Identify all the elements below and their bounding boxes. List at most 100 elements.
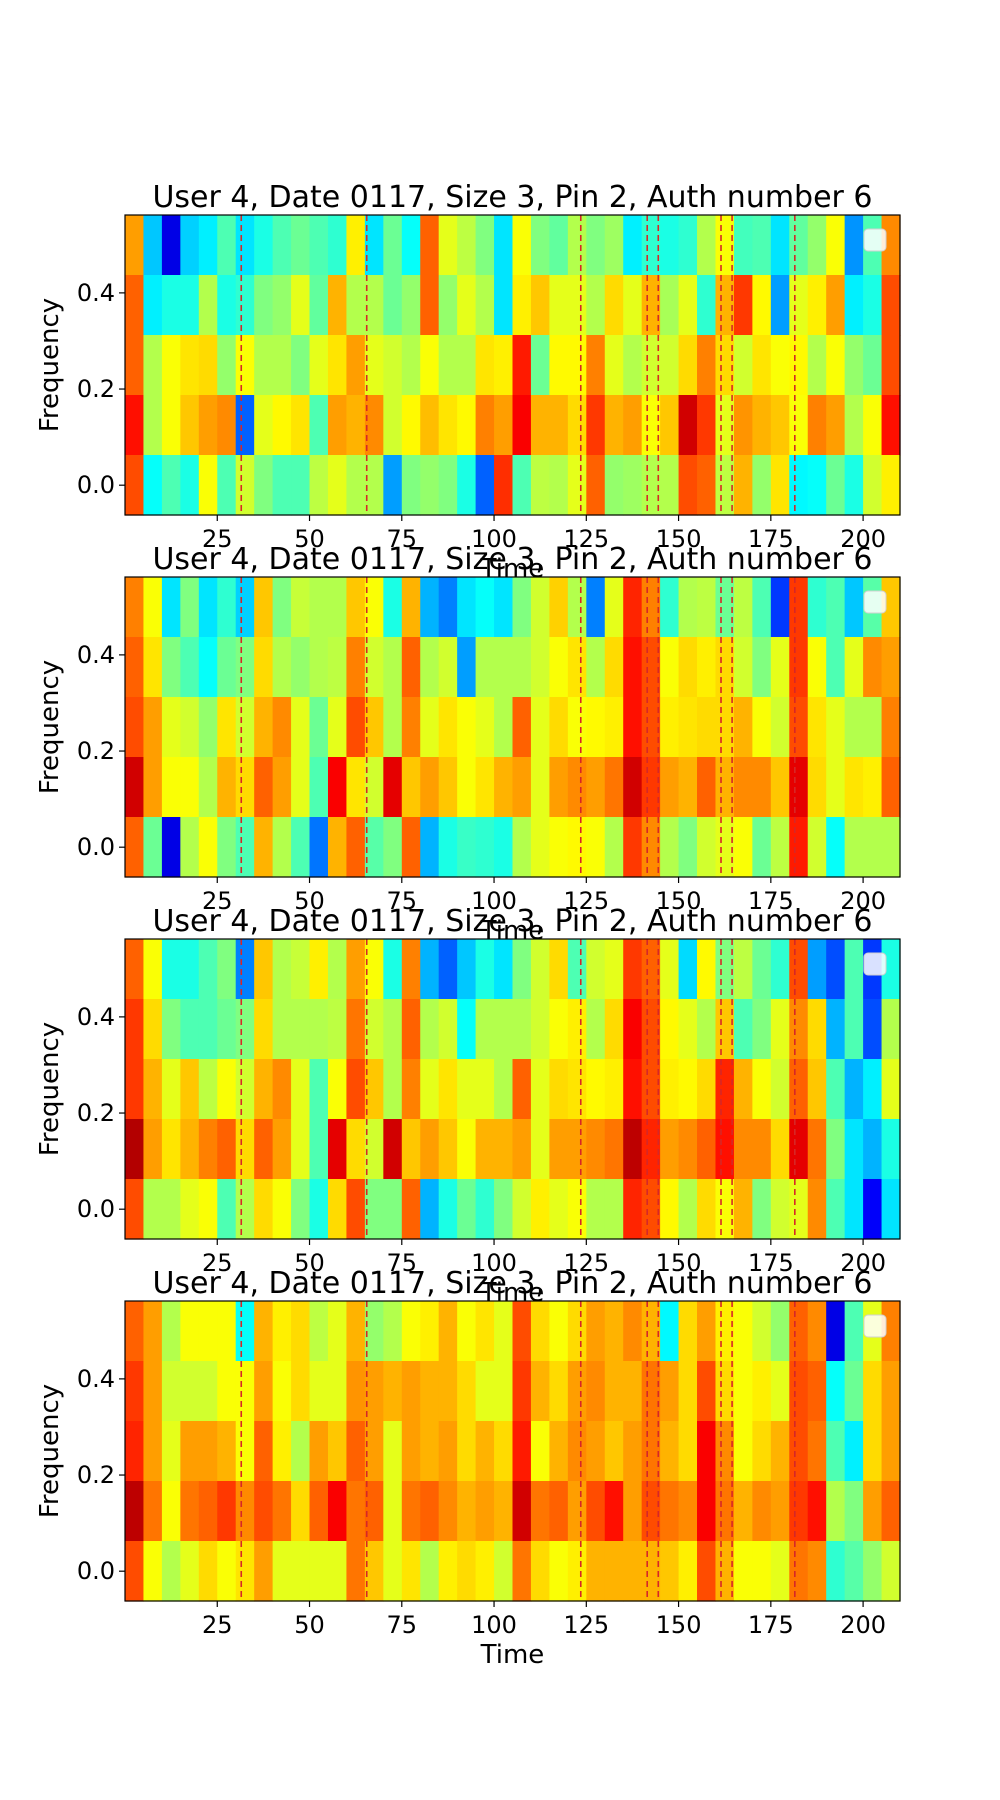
heatmap-cell [826, 1119, 846, 1180]
heatmap-cell [752, 1421, 772, 1482]
heatmap-cell [457, 1059, 477, 1120]
heatmap-cell [327, 1119, 348, 1180]
heatmap-cell [586, 939, 606, 1000]
heatmap-cell [364, 1119, 384, 1180]
heatmap-cell [457, 1119, 477, 1180]
heatmap-cell [807, 1421, 827, 1482]
heatmap-cell [383, 637, 403, 698]
heatmap-cell [512, 1301, 532, 1362]
heatmap-cell [697, 1481, 717, 1542]
heatmap-cell [475, 455, 495, 516]
heatmap-cell [494, 275, 514, 336]
heatmap-cell [512, 697, 532, 758]
legend-box [863, 228, 887, 252]
x-tick-label: 200 [840, 1611, 886, 1639]
heatmap-cell [272, 1541, 292, 1602]
heatmap-cell [678, 455, 698, 516]
heatmap-cell [309, 697, 329, 758]
heatmap-cell [567, 335, 587, 396]
heatmap-cell [733, 335, 753, 396]
heatmap-cell [291, 455, 311, 516]
heatmap-cell [401, 939, 421, 1000]
heatmap-cell [327, 637, 348, 698]
heatmap-cell [254, 999, 274, 1060]
x-tick-label: 25 [202, 1611, 233, 1639]
heatmap-cell [549, 1421, 569, 1482]
chart-title: User 4, Date 0117, Size 3, Pin 2, Auth n… [152, 180, 872, 215]
heatmap-cell [881, 395, 901, 456]
heatmap-cell [364, 939, 384, 1000]
heatmap-cell [623, 999, 643, 1060]
heatmap-cell [678, 395, 698, 456]
heatmap-cell [272, 455, 292, 516]
heatmap-cell [678, 999, 698, 1060]
heatmap-cell [881, 1421, 901, 1482]
heatmap-cell [420, 637, 440, 698]
heatmap-cell [660, 1179, 680, 1240]
heatmap-cell [697, 215, 717, 276]
heatmap-cell [549, 215, 569, 276]
heatmap-cell [586, 757, 606, 818]
heatmap-cell [789, 395, 809, 456]
heatmap-cell [530, 1361, 550, 1422]
heatmap-cell [586, 1421, 606, 1482]
heatmap-cell [457, 757, 477, 818]
heatmap-cell [420, 1179, 440, 1240]
heatmap-cell [125, 275, 145, 336]
heatmap-cell [733, 757, 753, 818]
heatmap-cell [752, 817, 772, 878]
heatmap-cell [475, 215, 495, 276]
heatmap-cell [604, 1361, 624, 1422]
heatmap-cell [863, 999, 883, 1060]
heatmap-cell [770, 275, 790, 336]
heatmap-cell [475, 999, 495, 1060]
heatmap-cell [438, 817, 458, 878]
heatmap-cell [217, 1059, 237, 1120]
heatmap-cell [494, 1541, 514, 1602]
heatmap-cell [826, 637, 846, 698]
heatmap-cell [586, 1059, 606, 1120]
heatmap-cell [530, 1481, 550, 1542]
heatmap-cell [770, 215, 790, 276]
heatmap-cell [420, 1301, 440, 1362]
heatmap-cell [530, 1421, 550, 1482]
heatmap-cell [161, 335, 181, 396]
heatmap-cell [217, 395, 237, 456]
heatmap-cell [807, 455, 827, 516]
heatmap-cell [530, 999, 550, 1060]
heatmap-cell [364, 1301, 384, 1362]
heatmap-cell [198, 999, 218, 1060]
heatmap-cell [752, 697, 772, 758]
x-tick-label: 25 [202, 1249, 233, 1277]
heatmap-cell [512, 335, 532, 396]
heatmap-cell [125, 1361, 145, 1422]
heatmap-cell [327, 1481, 348, 1542]
heatmap-cell [549, 455, 569, 516]
heatmap-cell [420, 999, 440, 1060]
heatmap-cell [530, 637, 550, 698]
heatmap-cell [272, 817, 292, 878]
heatmap-cell [530, 335, 550, 396]
heatmap-cell [272, 999, 292, 1060]
heatmap-cell [291, 1179, 311, 1240]
y-tick-label: 0.4 [77, 641, 115, 669]
heatmap-cell [401, 1301, 421, 1362]
x-tick-label: 100 [471, 887, 517, 915]
heatmap-cell [254, 1361, 274, 1422]
heatmap-cell [844, 757, 864, 818]
heatmap-cell [143, 577, 163, 638]
x-tick-label: 50 [294, 1611, 325, 1639]
heatmap-cell [420, 1361, 440, 1422]
heatmap-cell [143, 637, 163, 698]
heatmap-cell [143, 215, 163, 276]
y-tick-label: 0.4 [77, 279, 115, 307]
heatmap-cell [826, 1541, 846, 1602]
heatmap-cell [678, 1119, 698, 1180]
y-tick-label: 0.2 [77, 375, 115, 403]
heatmap-cell [770, 335, 790, 396]
heatmap-cell [125, 1059, 145, 1120]
heatmap-cell [383, 697, 403, 758]
heatmap-cell [604, 335, 624, 396]
heatmap-cell [807, 757, 827, 818]
heatmap-cell [198, 335, 218, 396]
